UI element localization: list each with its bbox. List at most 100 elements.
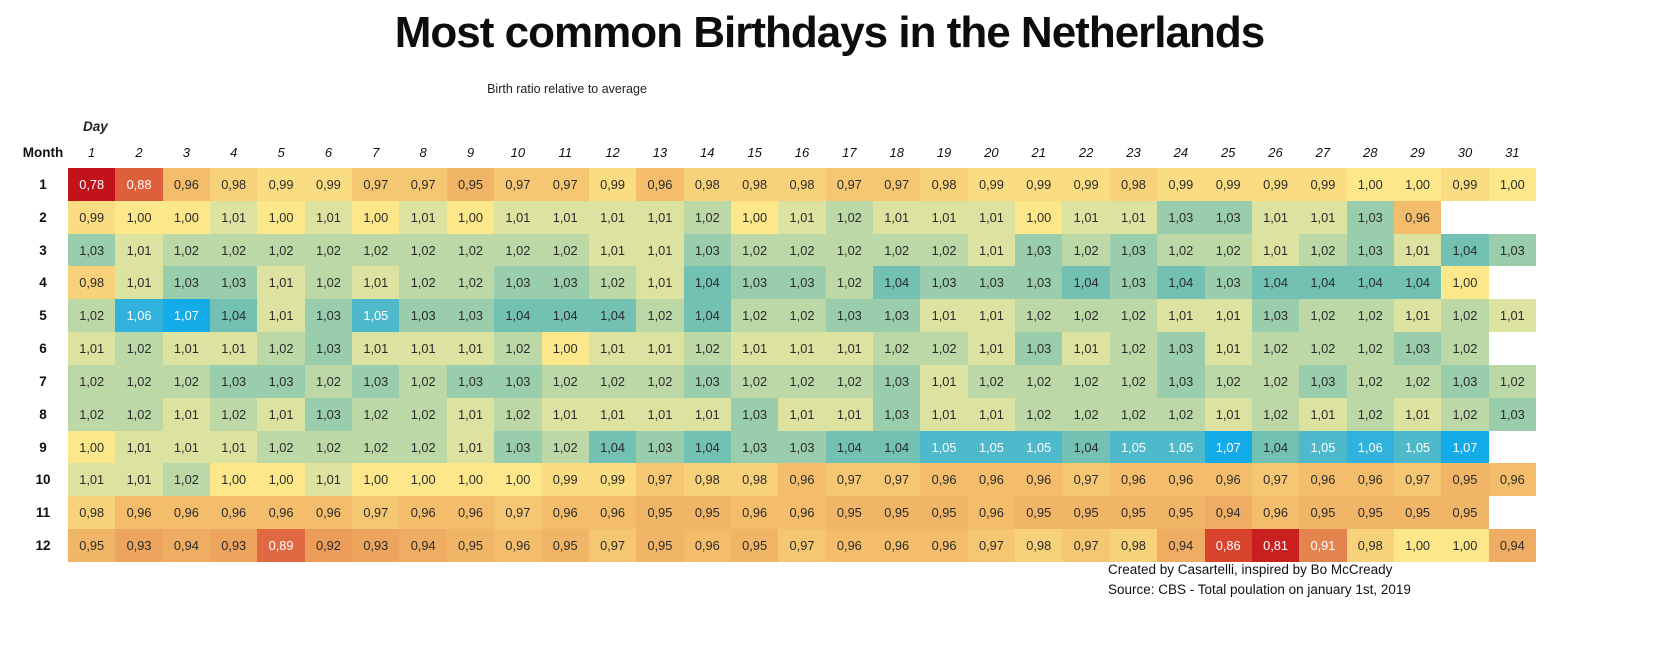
heatmap-cell: 1,03	[825, 299, 874, 333]
heatmap-cell: 0,96	[683, 529, 731, 562]
heatmap-cell: 1,00	[399, 463, 447, 497]
heatmap-cell: 1,02	[68, 397, 116, 431]
heatmap-cell: 1,01	[1251, 200, 1300, 234]
heatmap-cell: 0,96	[1488, 463, 1536, 497]
heatmap-cell: 0,94	[1204, 496, 1252, 530]
heatmap-cell: 1,01	[210, 200, 258, 234]
heatmap-cell: 1,04	[210, 299, 258, 333]
heatmap-cell: 0,88	[115, 168, 163, 201]
heatmap-cell: 1,02	[1299, 299, 1347, 333]
heatmap-cell: 0,97	[1393, 463, 1442, 497]
month-header: 6	[39, 341, 47, 357]
heatmap-cell: 1,02	[1109, 397, 1158, 431]
heatmap-cell: 0,92	[304, 529, 353, 562]
heatmap-cell: 0,96	[920, 463, 968, 497]
birthday-heatmap-grid: 0,78 0,88 0,96 0,98 0,99 0,99 0,97 0,97 0,95 0,97…	[68, 168, 1536, 562]
heatmap-cell: 0,95	[873, 496, 921, 530]
heatmap-cell: 0,99	[967, 168, 1016, 201]
heatmap-cell: 0,96	[1204, 463, 1252, 497]
heatmap-cell: 0,96	[873, 529, 921, 562]
heatmap-cell: 0,99	[588, 168, 637, 201]
day-axis-label: Day	[83, 119, 108, 134]
heatmap-cell: 0,96	[920, 529, 968, 562]
heatmap-cell: 0,95	[1157, 496, 1205, 530]
heatmap-cell: 1,00	[210, 463, 258, 497]
heatmap-cell: 0,97	[825, 463, 874, 497]
heatmap-cell: 0,97	[352, 168, 400, 201]
heatmap-cell: 1,01	[446, 397, 495, 431]
heatmap-cell: 0,96	[1109, 463, 1158, 497]
heatmap-cell: 1,01	[304, 200, 353, 234]
heatmap-cell: 1,02	[1062, 397, 1110, 431]
heatmap-cell: 1,03	[636, 430, 684, 464]
heatmap-cell: 1,03	[873, 397, 921, 431]
heatmap-cell: 1,06	[1346, 430, 1394, 464]
heatmap-cell: 1,02	[1015, 364, 1063, 398]
heatmap-cell: 1,05	[967, 430, 1016, 464]
day-header: 22	[1078, 145, 1094, 160]
heatmap-cell: 1,02	[825, 200, 874, 234]
heatmap-cell: 0,96	[636, 168, 684, 201]
heatmap-cell: 1,02	[494, 233, 542, 267]
day-header: 17	[842, 145, 857, 160]
heatmap-cell: 0,98	[1346, 529, 1394, 562]
heatmap-cell: 1,01	[257, 397, 305, 431]
heatmap-cell: 1,01	[1062, 332, 1110, 365]
heatmap-cell: 1,02	[304, 364, 353, 398]
heatmap-cell	[1488, 496, 1536, 530]
heatmap-cell: 1,02	[304, 233, 353, 267]
month-header: 4	[39, 275, 47, 291]
heatmap-cell: 1,02	[636, 299, 684, 333]
day-header: 18	[889, 145, 904, 160]
heatmap-cell: 0,99	[257, 168, 305, 201]
heatmap-cell: 0,95	[446, 168, 495, 201]
heatmap-cell: 1,02	[257, 430, 305, 464]
heatmap-cell: 0,96	[115, 496, 163, 530]
heatmap-cell: 1,03	[730, 397, 779, 431]
heatmap-cell: 1,01	[730, 332, 779, 365]
heatmap-cell: 0,97	[967, 529, 1016, 562]
heatmap-cell: 1,00	[257, 200, 305, 234]
heatmap-cell: 1,02	[1346, 364, 1394, 398]
footer-source-line: Source: CBS - Total poulation on january…	[1108, 581, 1411, 597]
heatmap-cell: 1,02	[446, 233, 495, 267]
heatmap-cell: 1,02	[1346, 332, 1394, 365]
month-axis-label: Month	[22, 145, 64, 160]
heatmap-cell: 1,01	[352, 332, 400, 365]
heatmap-cell: 1,03	[1015, 233, 1063, 267]
day-header: 31	[1505, 145, 1520, 160]
heatmap-cell: 1,01	[873, 200, 921, 234]
day-header: 8	[419, 145, 427, 160]
heatmap-cell: 0,95	[1015, 496, 1063, 530]
heatmap-cell: 1,01	[636, 266, 684, 300]
heatmap-cell: 1,01	[778, 397, 826, 431]
heatmap-cell: 1,01	[636, 200, 684, 234]
heatmap-cell: 1,04	[683, 430, 731, 464]
heatmap-cell: 1,05	[1299, 430, 1347, 464]
day-header: 3	[182, 145, 190, 160]
heatmap-cell: 0,95	[1299, 496, 1347, 530]
heatmap-cell: 1,03	[541, 266, 589, 300]
heatmap-cell: 1,01	[1299, 200, 1347, 234]
heatmap-cell: 0,96	[967, 496, 1016, 530]
month-header: 5	[39, 308, 47, 324]
heatmap-cell: 0,97	[352, 496, 400, 530]
heatmap-cell: 1,01	[210, 332, 258, 365]
heatmap-cell: 1,07	[162, 299, 211, 333]
heatmap-cell: 1,01	[257, 299, 305, 333]
heatmap-cell: 0,96	[730, 496, 779, 530]
month-header: 9	[39, 439, 47, 455]
heatmap-cell: 1,00	[1346, 168, 1394, 201]
heatmap-cell: 1,03	[1441, 364, 1489, 398]
heatmap-cell: 1,02	[115, 397, 163, 431]
heatmap-cell: 1,01	[304, 463, 353, 497]
heatmap-cell: 0,97	[825, 168, 874, 201]
heatmap-cell: 1,04	[494, 299, 542, 333]
heatmap-cell: 1,02	[1109, 299, 1158, 333]
heatmap-cell: 1,03	[494, 430, 542, 464]
heatmap-cell: 0,96	[1251, 496, 1300, 530]
heatmap-cell: 1,02	[920, 233, 968, 267]
heatmap-cell: 0,95	[1062, 496, 1110, 530]
heatmap-cell: 0,96	[1299, 463, 1347, 497]
heatmap-cell: 0,98	[778, 168, 826, 201]
